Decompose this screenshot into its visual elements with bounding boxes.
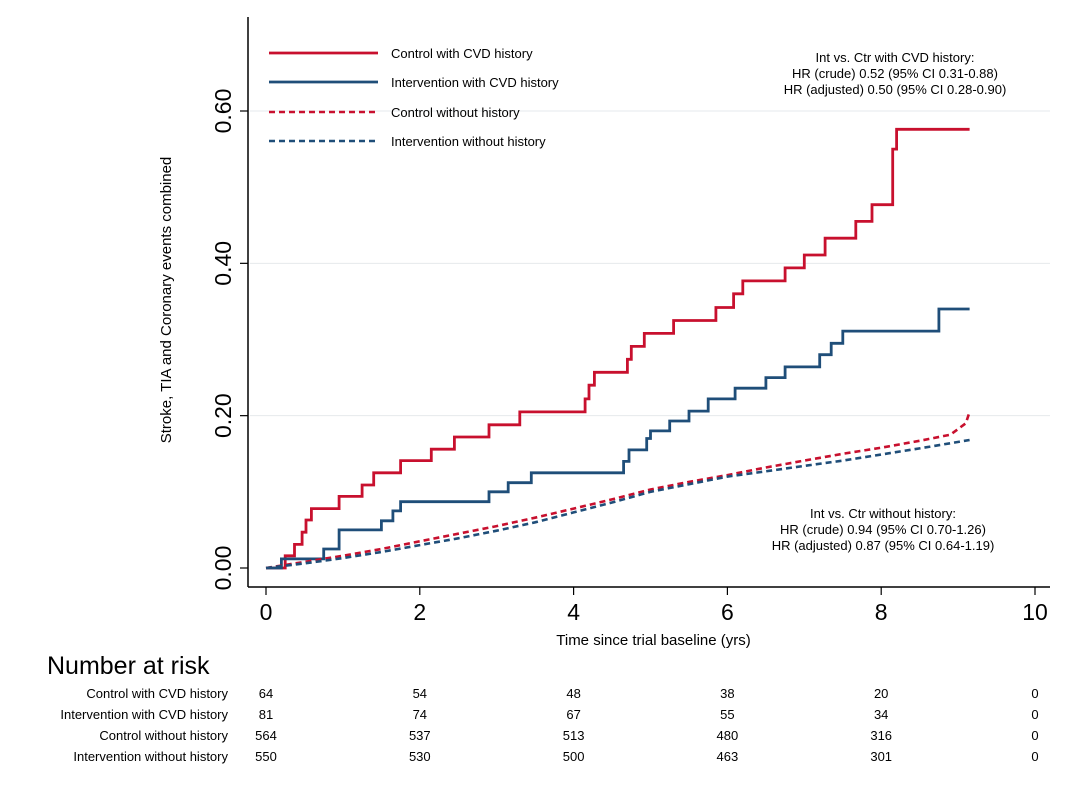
x-tick-label: 6 bbox=[721, 599, 734, 625]
annotations: Int vs. Ctr with CVD history:HR (crude) … bbox=[772, 50, 1007, 553]
risk-cell: 480 bbox=[717, 728, 739, 743]
risk-cell: 564 bbox=[255, 728, 277, 743]
risk-cell: 48 bbox=[566, 686, 580, 701]
legend: Control with CVD history Intervention wit… bbox=[269, 46, 559, 149]
risk-cell: 316 bbox=[870, 728, 892, 743]
y-axis-title: Stroke, TIA and Coronary events combined bbox=[158, 157, 175, 444]
risk-row-label: Intervention with CVD history bbox=[60, 707, 228, 722]
axes: 0.00 0.20 0.40 0.60 0 2 4 6 8 10 Time since trial … bbox=[158, 17, 1050, 649]
risk-cell: 530 bbox=[409, 749, 431, 764]
annotation-1-line: Int vs. Ctr with CVD history: bbox=[816, 50, 975, 65]
risk-cell: 20 bbox=[874, 686, 888, 701]
annotation-1-line: HR (crude) 0.52 (95% CI 0.31-0.88) bbox=[792, 66, 998, 81]
risk-cell: 81 bbox=[259, 707, 273, 722]
y-tick-label: 0.00 bbox=[210, 546, 236, 591]
risk-cell: 301 bbox=[870, 749, 892, 764]
risk-cell: 74 bbox=[413, 707, 427, 722]
y-tick-label: 0.60 bbox=[210, 89, 236, 134]
risk-cell: 537 bbox=[409, 728, 431, 743]
risk-cell: 34 bbox=[874, 707, 888, 722]
annotation-2-line: HR (crude) 0.94 (95% CI 0.70-1.26) bbox=[780, 522, 986, 537]
risk-cell: 64 bbox=[259, 686, 273, 701]
risk-row-label: Intervention without history bbox=[73, 749, 228, 764]
risk-cell: 38 bbox=[720, 686, 734, 701]
risk-cell: 0 bbox=[1031, 749, 1038, 764]
risk-cell: 0 bbox=[1031, 728, 1038, 743]
risk-row-label: Control without history bbox=[99, 728, 228, 743]
series-line-1 bbox=[266, 127, 970, 570]
series-line-2 bbox=[266, 307, 970, 570]
legend-label-4: Intervention without history bbox=[391, 134, 546, 149]
risk-cell: 0 bbox=[1031, 707, 1038, 722]
x-tick-label: 10 bbox=[1022, 599, 1048, 625]
risk-row-label: Control with CVD history bbox=[86, 686, 228, 701]
legend-label-3: Control without history bbox=[391, 105, 520, 120]
x-axis-title: Time since trial baseline (yrs) bbox=[556, 632, 751, 649]
y-tick-label: 0.40 bbox=[210, 241, 236, 286]
annotation-2-line: Int vs. Ctr without history: bbox=[810, 506, 956, 521]
y-tick-label: 0.20 bbox=[210, 393, 236, 438]
risk-cell: 550 bbox=[255, 749, 277, 764]
risk-cell: 500 bbox=[563, 749, 585, 764]
series-line-3 bbox=[265, 411, 971, 570]
x-tick-label: 8 bbox=[875, 599, 888, 625]
series-lines bbox=[265, 127, 971, 570]
x-tick-label: 2 bbox=[413, 599, 426, 625]
annotation-2-line: HR (adjusted) 0.87 (95% CI 0.64-1.19) bbox=[772, 538, 995, 553]
risk-cell: 513 bbox=[563, 728, 585, 743]
risk-cell: 463 bbox=[717, 749, 739, 764]
risk-table: Number at risk Control with CVD history 64… bbox=[47, 652, 1039, 764]
x-tick-label: 4 bbox=[567, 599, 580, 625]
risk-cell: 67 bbox=[566, 707, 580, 722]
series-line-4 bbox=[265, 438, 970, 570]
risk-cell: 0 bbox=[1031, 686, 1038, 701]
risk-cell: 54 bbox=[413, 686, 427, 701]
x-tick-label: 0 bbox=[260, 599, 273, 625]
legend-label-1: Control with CVD history bbox=[391, 46, 533, 61]
gridlines bbox=[250, 110, 1050, 417]
legend-label-2: Intervention with CVD history bbox=[391, 75, 559, 90]
annotation-1-line: HR (adjusted) 0.50 (95% CI 0.28-0.90) bbox=[784, 82, 1007, 97]
risk-table-title: Number at risk bbox=[47, 652, 210, 680]
risk-cell: 55 bbox=[720, 707, 734, 722]
